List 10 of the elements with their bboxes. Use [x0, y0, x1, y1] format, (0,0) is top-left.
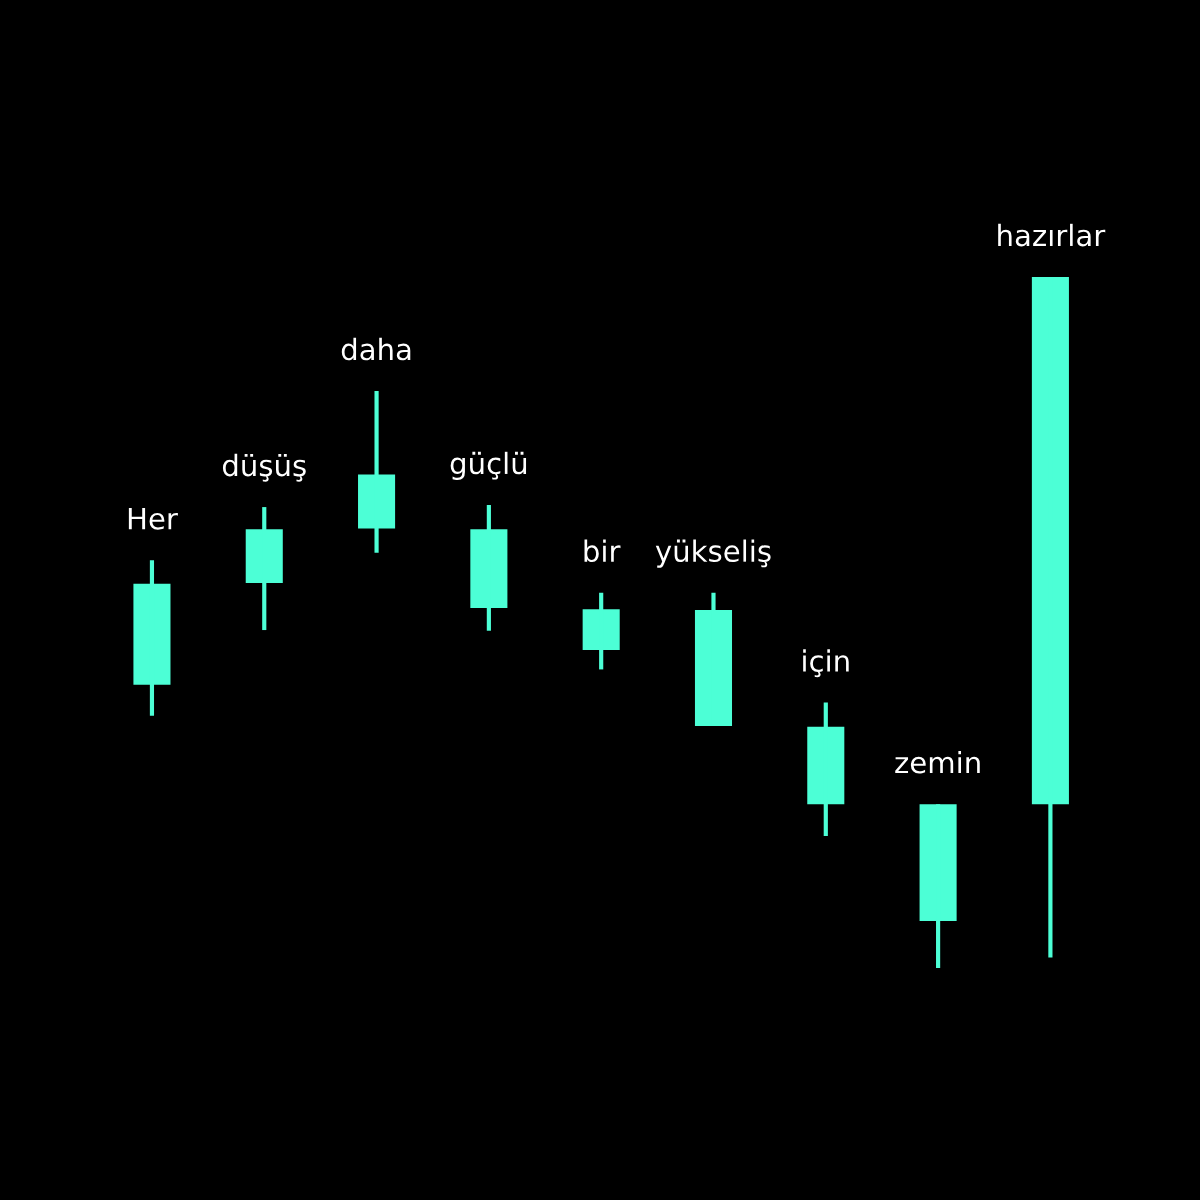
x-tick-label: zemin — [895, 750, 980, 774]
x-tick-label: daha — [341, 337, 411, 361]
x-tick-label: Her — [128, 507, 178, 530]
x-tick-label: bir — [584, 539, 621, 563]
x-tick-label: düşüş — [222, 453, 306, 482]
x-tick-label: yükseliş — [655, 539, 771, 568]
x-tick-label: güçlü — [450, 451, 527, 481]
candlestick — [582, 592, 620, 670]
x-tick-label: hazırlar — [998, 223, 1106, 247]
x-tick-label: için — [803, 649, 849, 678]
